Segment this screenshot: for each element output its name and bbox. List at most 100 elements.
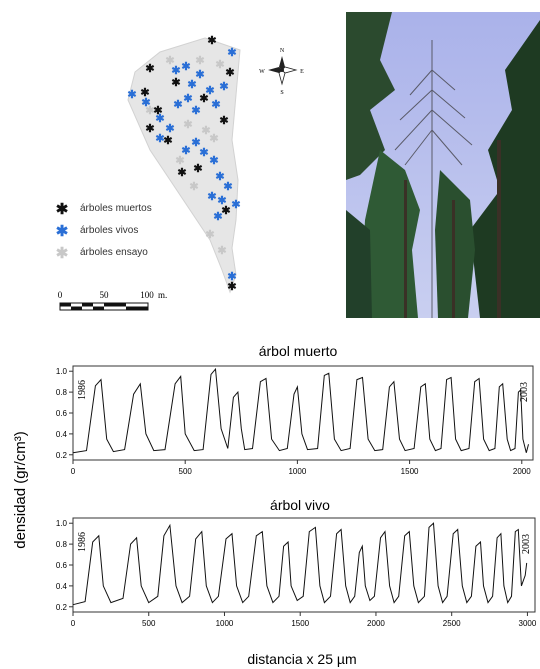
tree-marker-dead: ✱ [145, 63, 154, 75]
tree-marker-trial: ✱ [201, 125, 210, 137]
plot-outline [127, 37, 241, 294]
compass-s: S [280, 90, 283, 96]
legend-marker-trial: ✱ [56, 245, 69, 262]
y-tick-label: 0.8 [56, 388, 68, 397]
shared-ylabel: densidad (gr/cm³) [12, 431, 29, 549]
x-tick-label: 500 [179, 467, 193, 476]
tree-marker-alive: ✱ [191, 105, 200, 117]
y-tick-label: 0.2 [56, 451, 68, 460]
tree-marker-trial: ✱ [165, 55, 174, 67]
tree-marker-dead: ✱ [227, 281, 236, 293]
tree-marker-trial: ✱ [195, 55, 204, 67]
tree-marker-dead: ✱ [193, 163, 202, 175]
tree-marker-trial: ✱ [183, 119, 192, 131]
tree-marker-alive: ✱ [219, 81, 228, 93]
chart-dead-tree: 0.2 0.4 0.6 0.8 1.0 0 500 1000 1500 2000 1986 2003 [56, 365, 534, 476]
tree-marker-trial: ✱ [215, 59, 224, 71]
x-tick-label: 500 [142, 619, 156, 628]
tree-marker-alive: ✱ [209, 155, 218, 167]
tree-marker-dead: ✱ [177, 167, 186, 179]
tree-marker-alive: ✱ [205, 85, 214, 97]
tree-marker-alive: ✱ [165, 123, 174, 135]
tree-marker-dead: ✱ [221, 205, 230, 217]
legend-marker-alive: ✱ [56, 223, 69, 240]
tree-marker-alive: ✱ [213, 211, 222, 223]
scale-unit: m. [158, 290, 167, 300]
tree-marker-dead: ✱ [207, 35, 216, 47]
compass-icon: N S E W [259, 48, 304, 96]
tree-marker-alive: ✱ [211, 99, 220, 111]
compass-n: N [280, 48, 285, 54]
legend-label-trial: árboles ensayo [80, 247, 148, 258]
y-tick-label: 0.2 [56, 603, 68, 612]
tree-marker-trial: ✱ [205, 229, 214, 241]
tree-marker-alive: ✱ [215, 171, 224, 183]
tree-markers: ✱ ✱ ✱✱ ✱✱✱✱✱✱✱✱✱ ✱✱✱✱✱✱ ✱ ✱✱✱✱✱✱✱✱✱✱✱✱ ✱ ✱✱✱✱✱✱✱… [127, 35, 240, 293]
y-tick-label: 0.6 [56, 561, 68, 570]
x-tick-label: 2000 [513, 467, 531, 476]
chart2-title: árbol vivo [270, 497, 330, 513]
tree-marker-alive: ✱ [127, 89, 136, 101]
tree-marker-alive: ✱ [141, 97, 150, 109]
tree-marker-alive: ✱ [181, 61, 190, 73]
tree-marker-alive: ✱ [227, 271, 236, 283]
tree-marker-dead: ✱ [153, 105, 162, 117]
legend-marker-dead: ✱ [56, 201, 69, 218]
x-tick-label: 1000 [216, 619, 234, 628]
chart2-xlabel: distancia x 25 µm [247, 651, 356, 667]
tree-marker-alive: ✱ [207, 191, 216, 203]
tree-marker-trial: ✱ [217, 245, 226, 257]
tree-marker-alive: ✱ [191, 137, 200, 149]
y-tick-label: 0.4 [56, 430, 68, 439]
x-tick-label: 0 [71, 467, 76, 476]
tree-marker-dead: ✱ [163, 135, 172, 147]
density-series-line [72, 522, 528, 606]
tree-marker-alive: ✱ [181, 145, 190, 157]
tree-marker-dead: ✱ [225, 67, 234, 79]
tree-marker-alive: ✱ [217, 195, 226, 207]
density-series-line [72, 367, 529, 454]
tree-marker-alive: ✱ [223, 181, 232, 193]
tree-marker-alive: ✱ [231, 199, 240, 211]
x-tick-label: 0 [71, 619, 76, 628]
legend-label-alive: árboles vivos [80, 225, 138, 236]
tree-marker-dead: ✱ [145, 123, 154, 135]
plot-map: ✱ ✱ ✱✱ ✱✱✱✱✱✱✱✱✱ ✱✱✱✱✱✱ ✱ ✱✱✱✱✱✱✱✱✱✱✱✱ ✱ ✱✱✱✱✱✱✱… [56, 35, 304, 311]
tree-marker-alive: ✱ [171, 65, 180, 77]
annotation-start-year: 1986 [77, 380, 88, 400]
y-tick-label: 0.6 [56, 409, 68, 418]
y-tick-label: 0.8 [56, 540, 68, 549]
compass-w: W [259, 69, 265, 75]
tree-marker-alive: ✱ [199, 147, 208, 159]
tree-marker-alive: ✱ [183, 93, 192, 105]
tree-marker-alive: ✱ [173, 99, 182, 111]
forest-photo [346, 12, 540, 318]
tree-marker-trial: ✱ [175, 155, 184, 167]
scale-label-0: 0 [58, 290, 63, 300]
tree-marker-dead: ✱ [171, 77, 180, 89]
x-tick-label: 2000 [367, 619, 385, 628]
annotation-start-year: 1986 [77, 532, 88, 552]
tree-marker-alive: ✱ [155, 133, 164, 145]
tree-marker-dead: ✱ [219, 115, 228, 127]
annotation-end-year: 2003 [519, 382, 530, 402]
y-tick-label: 1.0 [56, 367, 68, 376]
tree-marker-trial: ✱ [189, 181, 198, 193]
scale-label-100: 100 [140, 290, 154, 300]
tree-marker-alive: ✱ [195, 69, 204, 81]
scale-bar: 0 50 100 m. [58, 290, 167, 311]
tree-marker-alive: ✱ [187, 79, 196, 91]
map-legend: ✱ árboles muertos ✱ árboles vivos ✱ árbo… [56, 201, 152, 262]
tree-marker-dead: ✱ [199, 93, 208, 105]
tree-marker-alive: ✱ [155, 113, 164, 125]
x-tick-label: 1000 [288, 467, 306, 476]
x-tick-label: 2500 [443, 619, 461, 628]
tree-marker-dead: ✱ [140, 87, 149, 99]
tree-marker-trial: ✱ [209, 133, 218, 145]
y-tick-label: 0.4 [56, 582, 68, 591]
y-tick-label: 1.0 [56, 519, 68, 528]
x-tick-label: 1500 [291, 619, 309, 628]
scale-label-50: 50 [100, 290, 110, 300]
annotation-end-year: 2003 [521, 534, 532, 554]
tree-marker-alive: ✱ [227, 47, 236, 59]
